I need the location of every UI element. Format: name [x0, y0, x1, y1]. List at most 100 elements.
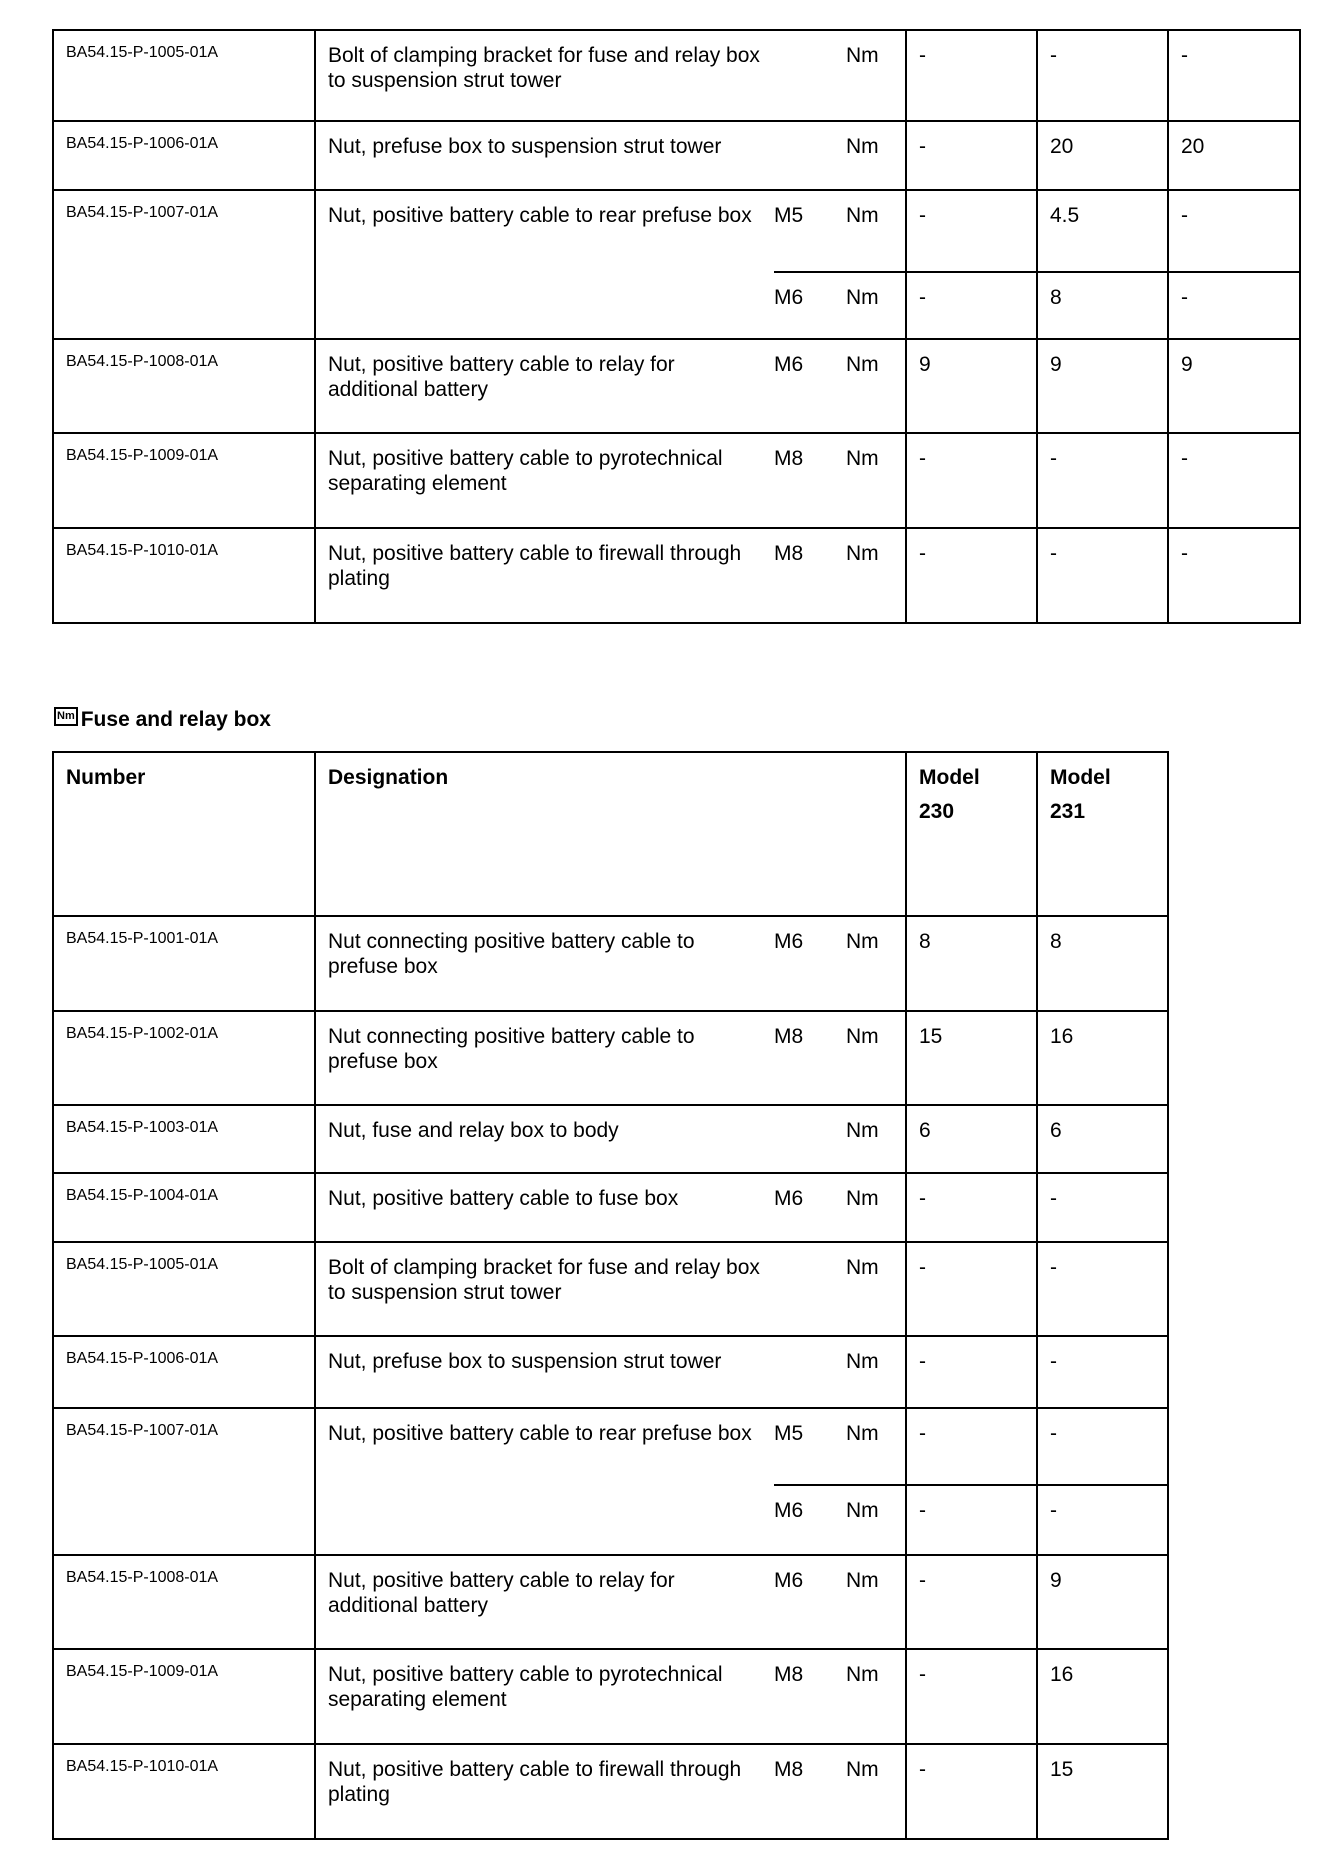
torque-value: -	[1036, 29, 1169, 122]
torque-value: 20	[1167, 120, 1301, 191]
torque-value: -	[905, 1335, 1038, 1409]
designation: Nut connecting positive battery cable to…	[314, 915, 774, 1012]
designation: Nut, positive battery cable to relay for…	[314, 338, 774, 434]
torque-value: -	[1036, 1241, 1169, 1337]
part-number: BA54.15-P-1005-01A	[52, 1241, 316, 1337]
part-number: BA54.15-P-1004-01A	[52, 1172, 316, 1243]
torque-unit: Nm	[846, 120, 907, 191]
torque-unit: Nm	[846, 1335, 907, 1409]
torque-unit: Nm	[846, 189, 907, 273]
table-row: BA54.15-P-1007-01A Nut, positive battery …	[52, 1407, 1169, 1556]
torque-value: -	[1036, 1335, 1169, 1409]
part-number: BA54.15-P-1001-01A	[52, 915, 316, 1012]
torque-value: 8	[905, 915, 1038, 1012]
torque-value: 8	[1036, 915, 1169, 1012]
torque-value: 6	[905, 1104, 1038, 1174]
torque-value: 6	[1036, 1104, 1169, 1174]
designation: Nut, positive battery cable to firewall …	[314, 1743, 774, 1840]
torque-value: 15	[1036, 1743, 1169, 1840]
designation: Nut, positive battery cable to firewall …	[314, 527, 774, 624]
torque-unit: Nm	[846, 1407, 907, 1486]
torque-value: -	[1036, 432, 1169, 529]
torque-unit: Nm	[846, 527, 907, 624]
torque-value: 9	[1036, 338, 1169, 434]
thread-size	[774, 1335, 846, 1409]
table-row: BA54.15-P-1010-01A Nut, positive battery …	[52, 1743, 1169, 1840]
thread-size: M6	[774, 1172, 846, 1243]
thread-size	[774, 120, 846, 191]
torque-value: 9	[1036, 1554, 1169, 1650]
torque-value: -	[905, 1484, 1038, 1556]
torque-value: 20	[1036, 120, 1169, 191]
header-row: Number Designation Model 230 Model 231	[52, 751, 1169, 917]
torque-value: 9	[905, 338, 1038, 434]
table-row: BA54.15-P-1006-01A Nut, prefuse box to su…	[52, 120, 1301, 191]
part-number: BA54.15-P-1002-01A	[52, 1010, 316, 1106]
part-number: BA54.15-P-1008-01A	[52, 1554, 316, 1650]
section-heading: Nm Fuse and relay box	[54, 706, 271, 732]
designation: Nut, positive battery cable to relay for…	[314, 1554, 774, 1650]
designation: Nut, positive battery cable to pyrotechn…	[314, 1648, 774, 1745]
part-number: BA54.15-P-1010-01A	[52, 527, 316, 624]
torque-unit: Nm	[846, 1104, 907, 1174]
fuse-relay-box-torque-table: Number Designation Model 230 Model 231 BA54.…	[52, 751, 1169, 1840]
thread-size: M5	[774, 1407, 846, 1486]
designation: Nut, prefuse box to suspension strut tow…	[314, 120, 774, 191]
table-row: BA54.15-P-1005-01A Bolt of clamping brack…	[52, 29, 1301, 122]
part-number: BA54.15-P-1003-01A	[52, 1104, 316, 1174]
torque-value: -	[1167, 432, 1301, 529]
part-number: BA54.15-P-1007-01A	[52, 189, 316, 340]
torque-value: 9	[1167, 338, 1301, 434]
torque-value: -	[905, 1172, 1038, 1243]
torque-value: -	[1036, 527, 1169, 624]
torque-value: 16	[1036, 1648, 1169, 1745]
table-row: BA54.15-P-1008-01A Nut, positive battery …	[52, 1554, 1169, 1650]
torque-value: 16	[1036, 1010, 1169, 1106]
torque-unit: Nm	[846, 1743, 907, 1840]
part-number: BA54.15-P-1010-01A	[52, 1743, 316, 1840]
thread-size	[774, 1104, 846, 1174]
torque-table-continued: BA54.15-P-1005-01A Bolt of clamping brack…	[52, 29, 1301, 624]
header-model: Model 231	[1036, 751, 1169, 917]
torque-value: -	[905, 120, 1038, 191]
torque-unit: Nm	[846, 29, 907, 122]
torque-unit: Nm	[846, 432, 907, 529]
part-number: BA54.15-P-1008-01A	[52, 338, 316, 434]
part-number: BA54.15-P-1009-01A	[52, 432, 316, 529]
table-row: BA54.15-P-1009-01A Nut, positive battery …	[52, 1648, 1169, 1745]
torque-value: -	[1167, 271, 1301, 340]
thread-size: M6	[774, 915, 846, 1012]
thread-size	[774, 29, 846, 122]
section-title: Fuse and relay box	[80, 708, 271, 731]
header-designation: Designation	[314, 751, 907, 917]
designation: Nut, positive battery cable to pyrotechn…	[314, 432, 774, 529]
part-number: BA54.15-P-1006-01A	[52, 1335, 316, 1409]
thread-size: M8	[774, 1010, 846, 1106]
designation: Nut, positive battery cable to fuse box	[314, 1172, 774, 1243]
torque-value: 8	[1036, 271, 1169, 340]
table-row: BA54.15-P-1009-01A Nut, positive battery …	[52, 432, 1301, 529]
torque-value: -	[1167, 189, 1301, 273]
torque-value: -	[905, 271, 1038, 340]
table-row: BA54.15-P-1002-01A Nut connecting positiv…	[52, 1010, 1169, 1106]
torque-unit: Nm	[846, 338, 907, 434]
torque-nm-icon: Nm	[54, 706, 78, 726]
table-row: BA54.15-P-1004-01A Nut, positive battery …	[52, 1172, 1169, 1243]
thread-size: M8	[774, 1743, 846, 1840]
torque-unit: Nm	[846, 1484, 907, 1556]
table-row: BA54.15-P-1001-01A Nut connecting positiv…	[52, 915, 1169, 1012]
thread-size: M8	[774, 1648, 846, 1745]
table-row: BA54.15-P-1005-01A Bolt of clamping brack…	[52, 1241, 1169, 1337]
table-row: BA54.15-P-1008-01A Nut, positive battery …	[52, 338, 1301, 434]
table-row: BA54.15-P-1003-01A Nut, fuse and relay bo…	[52, 1104, 1169, 1174]
torque-value: -	[1167, 29, 1301, 122]
torque-unit: Nm	[846, 1554, 907, 1650]
torque-unit: Nm	[846, 1241, 907, 1337]
torque-unit: Nm	[846, 271, 907, 340]
designation: Nut, prefuse box to suspension strut tow…	[314, 1335, 774, 1409]
table-row: M6 Nm - -	[53, 1484, 1169, 1556]
torque-value: -	[905, 29, 1038, 122]
torque-value: -	[905, 432, 1038, 529]
part-number: BA54.15-P-1006-01A	[52, 120, 316, 191]
thread-size	[774, 1241, 846, 1337]
